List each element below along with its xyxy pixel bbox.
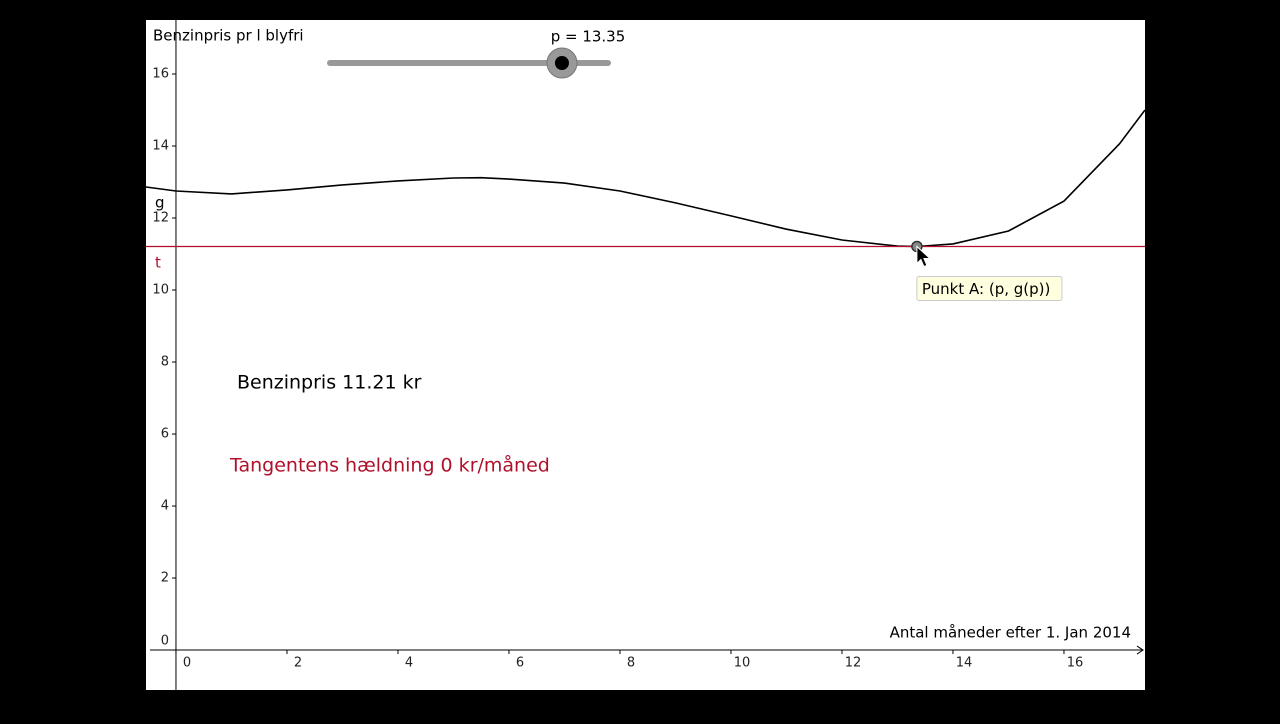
annotation: Tangentens hældning 0 kr/måned (229, 454, 550, 477)
function-curve (145, 109, 1146, 248)
y-tick-label: 14 (152, 139, 169, 154)
canvas (146, 20, 1145, 690)
slider-label: p = 13.35 (551, 28, 626, 46)
tooltip-box (916, 275, 1063, 301)
x-axis-label: Antal måneder efter 1. Jan 2014 (890, 624, 1131, 642)
y-tick-label: 6 (161, 427, 169, 442)
x-axis-arrow (1136, 645, 1144, 655)
x-tick-label: 4 (405, 656, 413, 671)
x-tick-label: 12 (845, 656, 862, 671)
annotation: Benzinpris 11.21 kr (237, 372, 422, 394)
curve-label: g (155, 194, 165, 212)
y-tick-label: 0 (161, 634, 169, 649)
y-tick-label: 2 (161, 571, 169, 586)
y-tick-label: 12 (152, 211, 169, 226)
y-axis-label: Benzinpris pr l blyfri (153, 27, 304, 45)
line-label: t (155, 254, 161, 272)
x-tick-label: 10 (734, 656, 751, 671)
x-tick-label: 16 (1067, 656, 1084, 671)
y-tick-label: 4 (161, 499, 169, 514)
x-tick-label: 8 (627, 656, 635, 671)
cursor (916, 245, 932, 268)
x-tick-label: 0 (183, 656, 191, 671)
slider-knob[interactable] (554, 56, 569, 70)
x-tick-label: 6 (516, 656, 524, 671)
x-tick-label: 14 (956, 656, 973, 671)
y-tick-label: 10 (152, 283, 169, 298)
y-tick-label: 8 (161, 355, 169, 370)
tooltip: Punkt A: (p, g(p)) (922, 280, 1050, 298)
x-tick-label: 2 (294, 656, 302, 671)
y-tick-label: 16 (152, 67, 169, 82)
